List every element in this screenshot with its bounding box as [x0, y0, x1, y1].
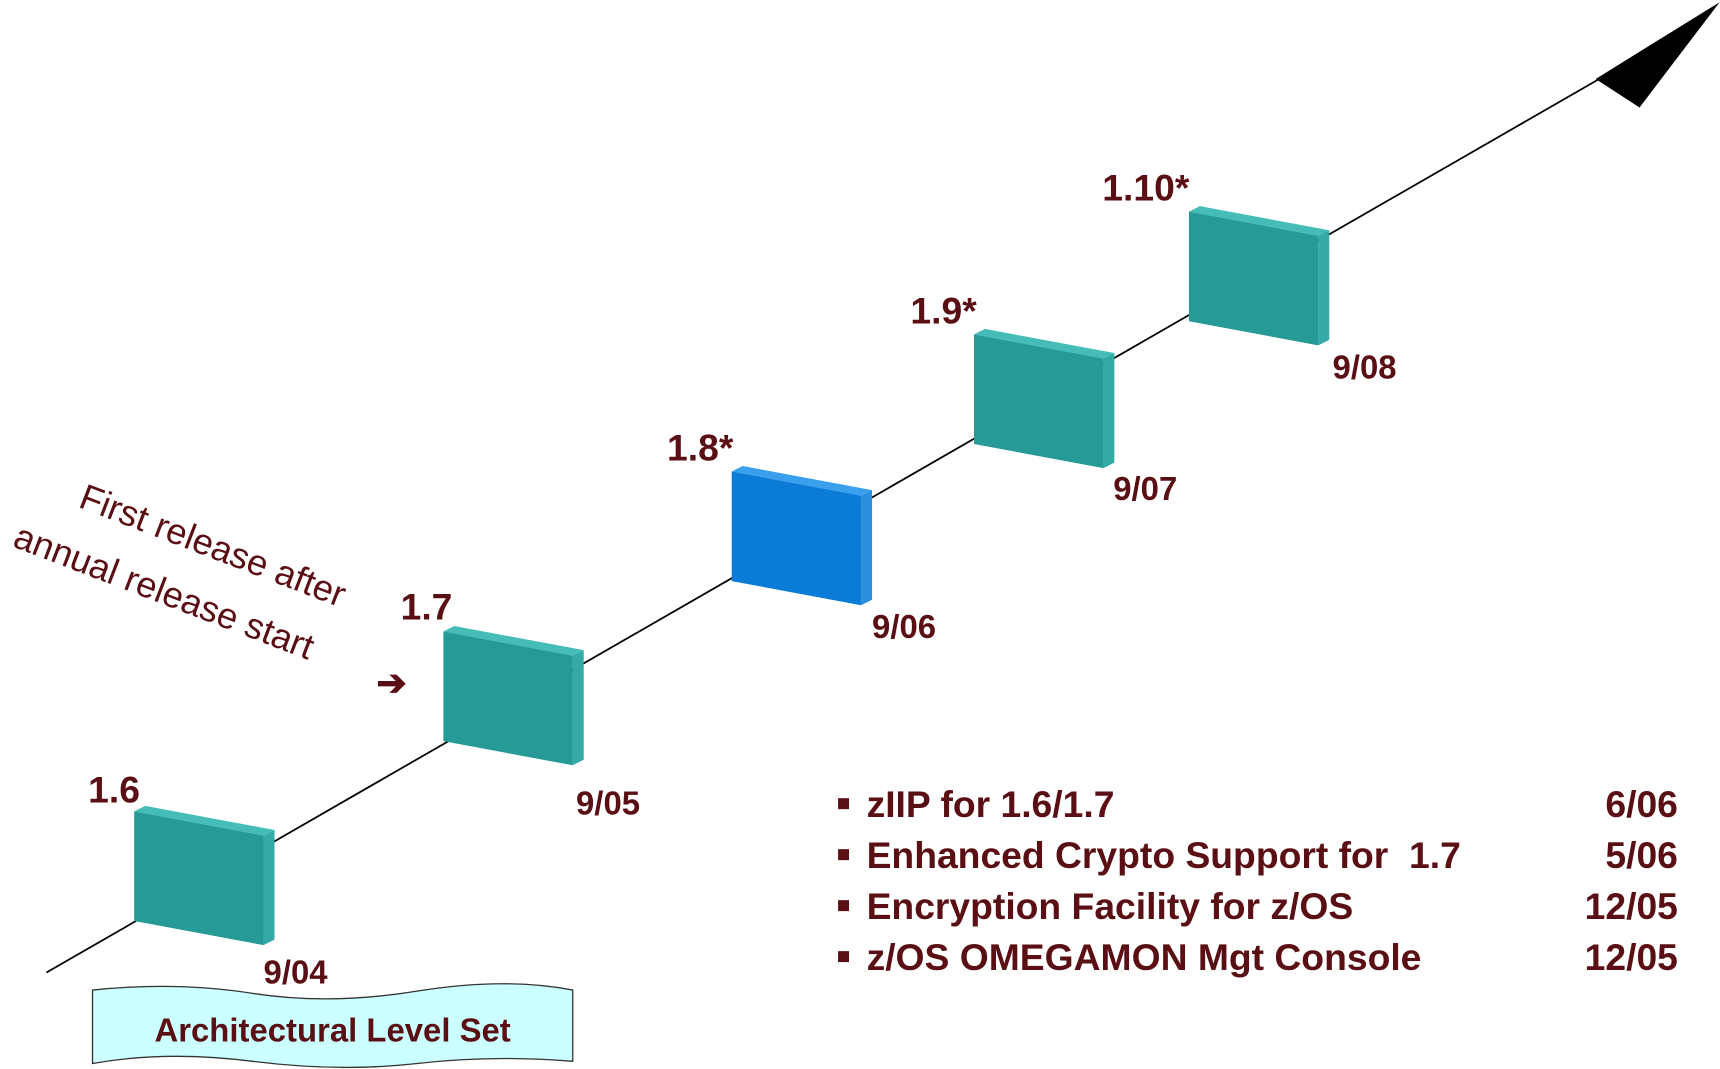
release-date: 9/07: [1113, 470, 1177, 507]
box-side: [1318, 230, 1330, 346]
box-top: [731, 465, 873, 496]
bullet: [838, 849, 850, 861]
release-label: 1.6: [88, 769, 140, 811]
item-date: 12/05: [1585, 885, 1678, 927]
item-date: 6/06: [1605, 783, 1678, 825]
box-front: [1188, 211, 1319, 346]
box-front: [134, 811, 264, 946]
footer-box: [91, 983, 574, 1069]
annotation-arrow: ➔: [376, 662, 406, 703]
release-date: 9/06: [872, 608, 936, 645]
box-side: [572, 650, 584, 766]
release-date: 9/04: [264, 953, 329, 990]
box-top: [974, 328, 1115, 359]
box-top: [1188, 206, 1330, 236]
item-text: z/OS OMEGAMON Mgt Console: [867, 936, 1422, 978]
item-text: zIIP for 1.6/1.7: [867, 783, 1115, 825]
box-top: [134, 805, 275, 836]
release-label: 1.7: [401, 585, 453, 627]
release-label: 1.10*: [1102, 167, 1190, 209]
box-top: [443, 626, 584, 656]
release-label: 1.9*: [910, 289, 977, 331]
item-text: Enhanced Crypto Support for 1.7: [867, 834, 1461, 876]
bullet: [838, 951, 850, 963]
box-front: [974, 334, 1104, 469]
item-date: 5/06: [1605, 834, 1678, 876]
box-side: [1103, 353, 1115, 469]
box-side: [861, 490, 873, 606]
release-label: 1.8*: [667, 426, 734, 468]
box-front: [731, 471, 862, 606]
timeline-arrowhead: [1595, 2, 1720, 108]
box-side: [263, 829, 275, 946]
item-text: Encryption Facility for z/OS: [867, 885, 1354, 927]
box-front: [443, 631, 573, 766]
footer-label: Architectural Level Set: [154, 1012, 510, 1049]
release-date: 9/08: [1333, 348, 1397, 385]
bullet: [838, 798, 850, 810]
release-date: 9/05: [576, 785, 640, 822]
bullet: [838, 900, 850, 912]
item-date: 12/05: [1585, 936, 1678, 978]
